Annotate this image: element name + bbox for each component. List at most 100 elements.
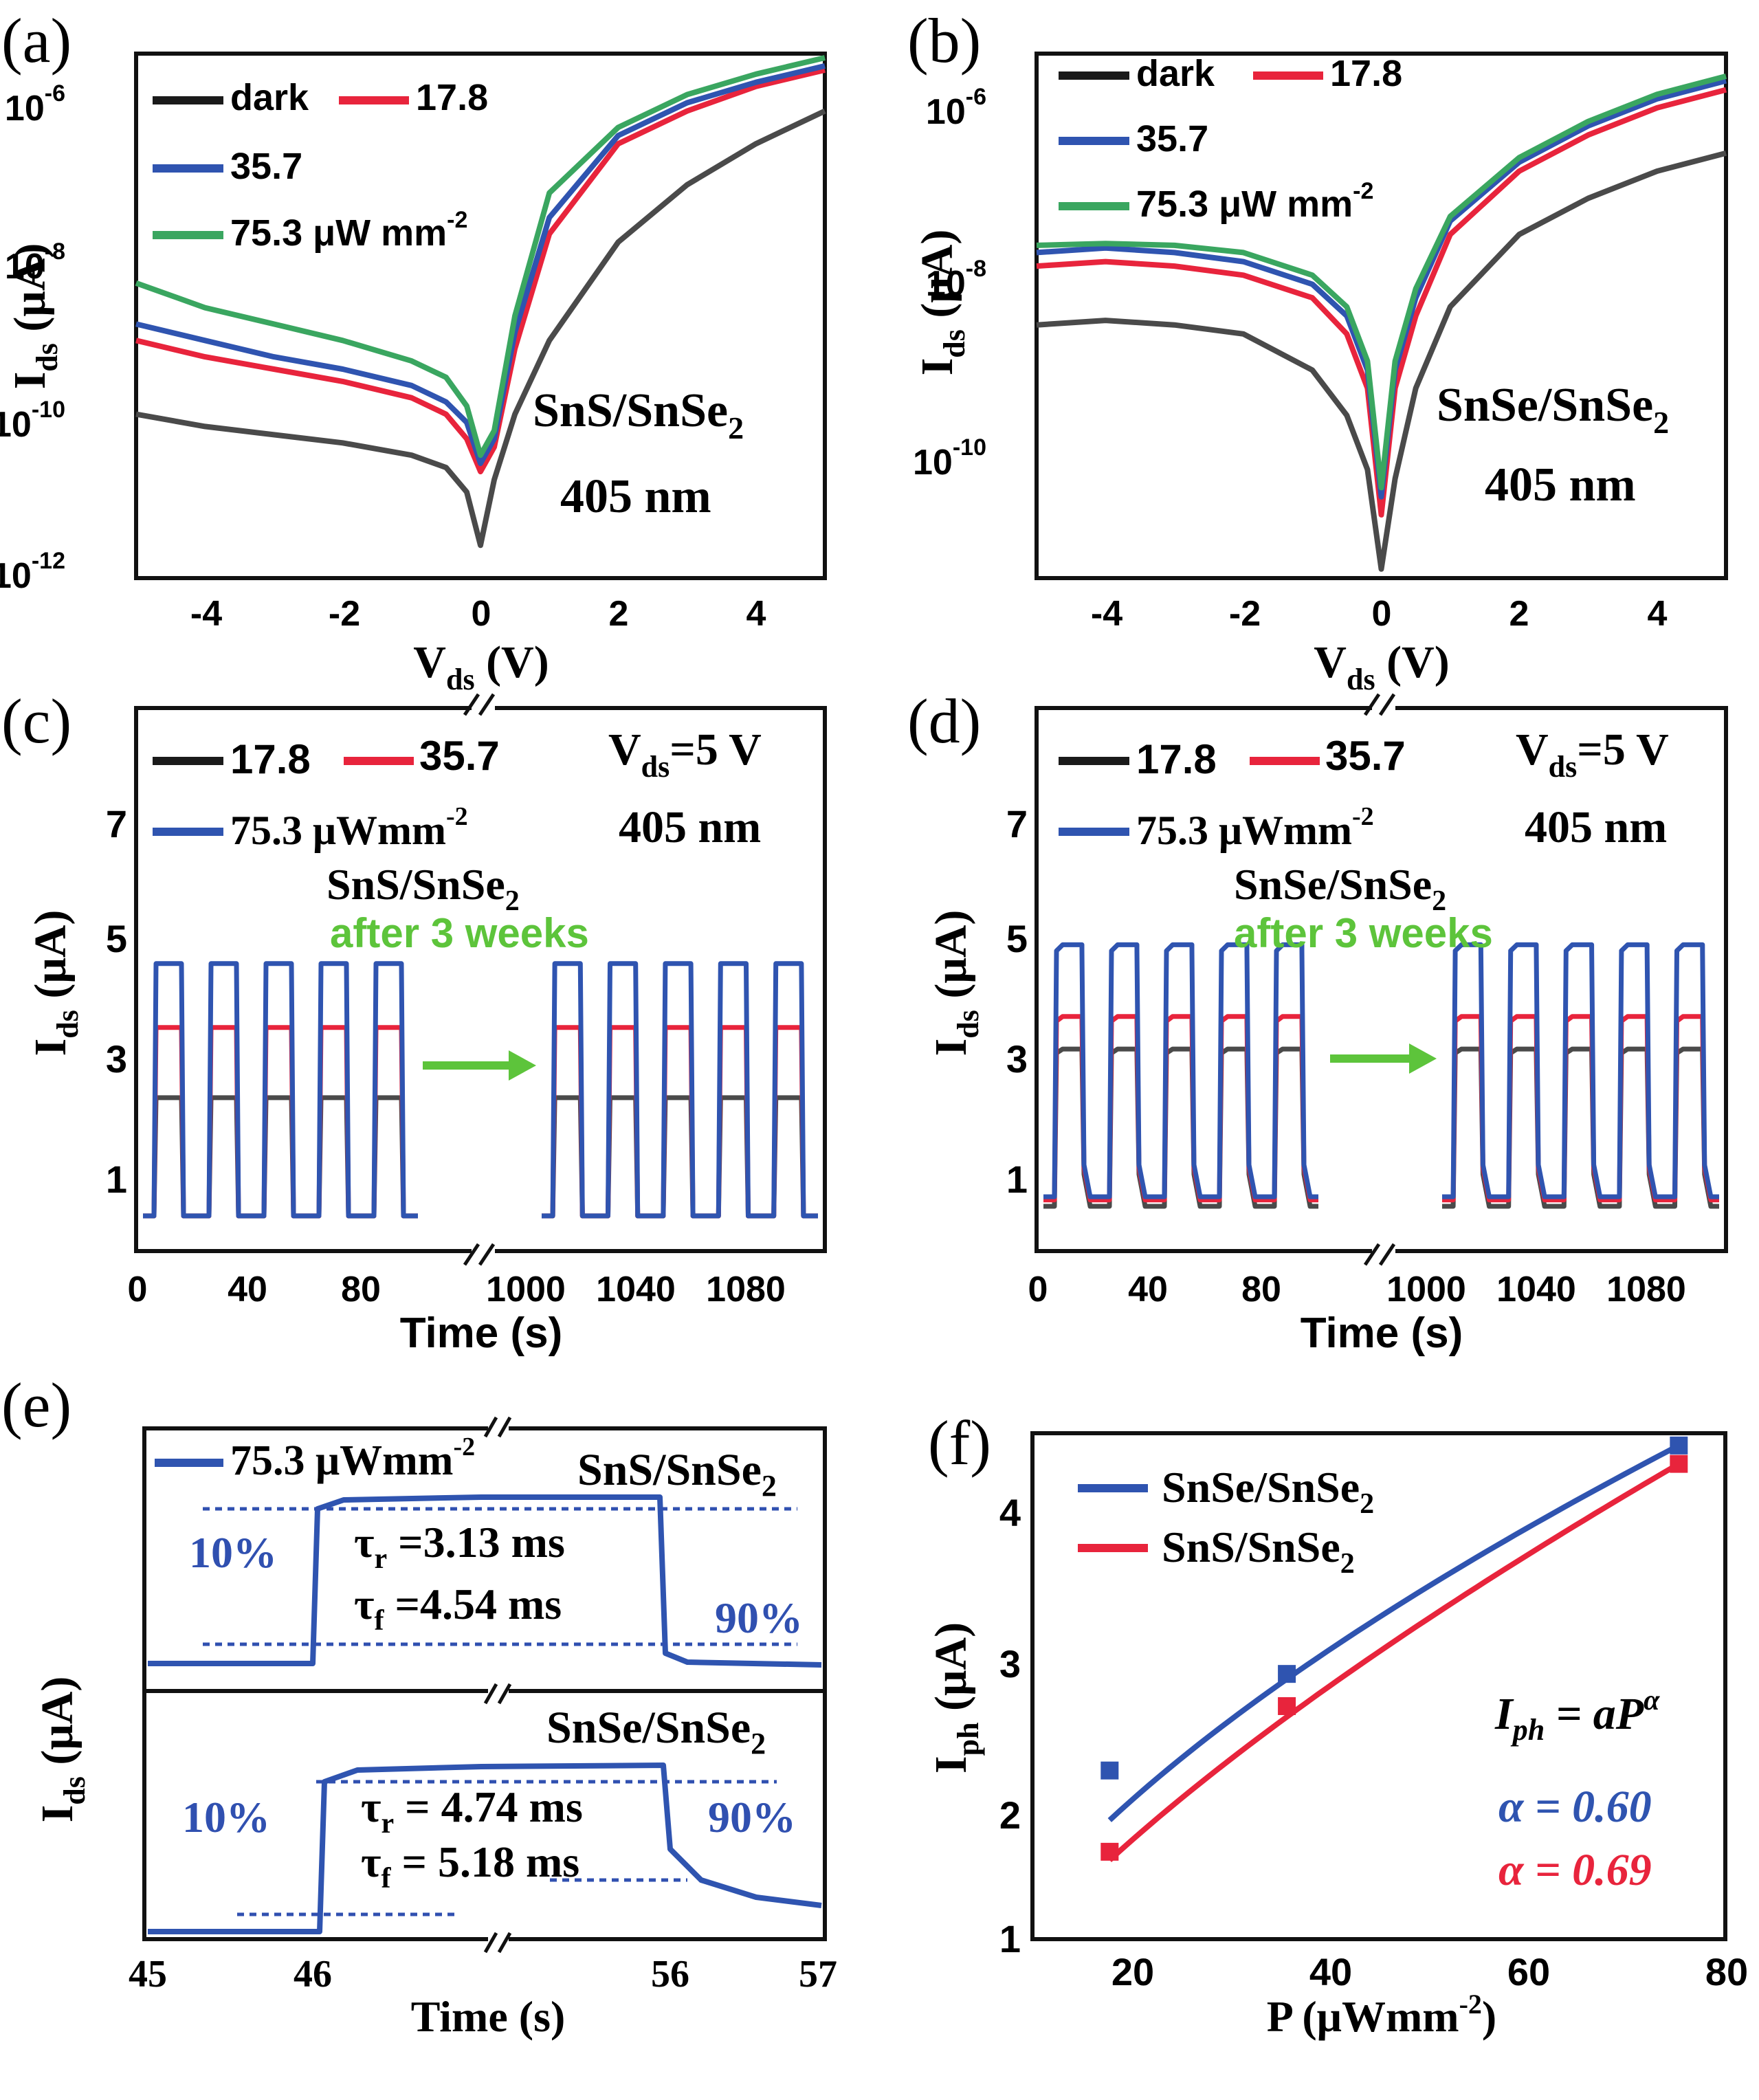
panel-b-series-1 (1036, 87, 1727, 518)
panel-d-break-mark (1363, 693, 1381, 716)
panel-b-ytick-3: 10 (913, 443, 953, 483)
panel-d-legend-35: 35.7 (1325, 733, 1406, 779)
panel-f-ylabel: Iph (μA) (926, 1622, 985, 1773)
panel-a-frame (134, 52, 827, 580)
panel-b-series-2 (1036, 78, 1727, 500)
panel-c: (c) 7 5 3 1 0 40 80 1000 1040 1080 Time … (1, 686, 827, 1357)
panel-f-point-1-1 (1278, 1696, 1296, 1715)
panel-d-arrowhead (1409, 1043, 1437, 1074)
panel-f-frame (1030, 1431, 1727, 1941)
panel-d-xtick-1: 0 (1028, 1270, 1048, 1309)
panel-d-xtick-4: 1000 (1386, 1270, 1466, 1309)
panel-e-guides (203, 1507, 797, 1916)
panel-c-vds: Vds=5 V (608, 725, 762, 784)
panel-f-alpha-red: α = 0.69 (1498, 1845, 1652, 1895)
panel-e-frame (142, 1426, 827, 1941)
panel-c-break-mark (478, 693, 496, 716)
panel-f-legend-red: SnS/SnSe2 (1162, 1523, 1355, 1580)
panel-a-series-2 (135, 63, 826, 467)
panel-a-series-3 (135, 55, 826, 458)
panel-d-xtick-2: 40 (1128, 1270, 1168, 1309)
panel-d-ytick-7: 7 (1006, 802, 1028, 845)
panel-e-break-mark (497, 1683, 512, 1705)
panel-e-top-tr: τr =3.13 ms (354, 1518, 565, 1575)
panel-d-curves (1043, 942, 1719, 1209)
panel-d-vds: Vds=5 V (1516, 725, 1669, 784)
panel-e-ylabel: Ids (μA) (32, 1677, 91, 1823)
svg-text:10-12: 10-12 (0, 548, 65, 596)
panel-b-wavelength: 405 nm (1485, 458, 1636, 511)
panel-d-note: after 3 weeks (1234, 910, 1493, 956)
panel-c-xtick-1: 0 (128, 1270, 148, 1309)
panel-f-ytick-3: 3 (999, 1642, 1021, 1685)
svg-text:10-6: 10-6 (926, 84, 986, 132)
panel-b-series-3 (1036, 74, 1727, 491)
panel-a-xtick-3: 0 (472, 594, 491, 634)
panel-e-bot-90pct: 90% (708, 1793, 796, 1842)
panel-a-xlabel: Vds (V) (413, 637, 549, 696)
panel-b-legend-17: 17.8 (1330, 53, 1402, 94)
panel-b-series-0 (1036, 150, 1727, 572)
panel-a-curves (135, 55, 826, 549)
panel-b-legend-75: 75.3 μW mm-2 (1136, 178, 1373, 225)
panel-d-xlabel: Time (s) (1301, 1309, 1463, 1357)
panel-c-xtick-2: 40 (228, 1270, 267, 1309)
panel-c-ytick-3: 3 (106, 1037, 127, 1081)
panel-d-xtick-6: 1080 (1606, 1270, 1686, 1309)
panel-d-break-mark (1363, 1243, 1381, 1266)
panel-b-ylabel: Ids (μA) (912, 230, 971, 376)
panel-c-xtick-4: 1000 (486, 1270, 566, 1309)
panel-d: (d) 7 5 3 1 0 40 80 1000 1040 1080 Time … (907, 686, 1728, 1357)
panel-e-trace-bottom (148, 1762, 822, 1934)
panel-a-legend-dark: dark (230, 77, 309, 118)
panel-c-arrowhead (509, 1050, 536, 1081)
panel-f-formula: Iph = aPα (1494, 1685, 1660, 1747)
panel-e-letter: (e) (1, 1370, 71, 1440)
panel-b-letter: (b) (907, 5, 981, 76)
panel-b-xtick-3: 0 (1372, 594, 1392, 634)
panel-d-device: SnSe/SnSe2 (1234, 860, 1446, 917)
panel-c-xlabel: Time (s) (400, 1309, 563, 1357)
panel-f-fit-0 (1107, 1446, 1675, 1822)
svg-text:10-10: 10-10 (913, 434, 986, 483)
panel-e-bot-10pct: 10% (182, 1793, 270, 1842)
panel-f-xtick-4: 80 (1705, 1950, 1748, 1993)
panel-a-device: SnS/SnSe2 (533, 384, 744, 445)
panel-a-ylabel: Ids (μA) (5, 243, 64, 390)
panel-a: (a) 10-6 10-8 10-10 10-12 -4 -2 0 2 4 Vd… (0, 5, 827, 696)
panel-a-legend-35: 35.7 (230, 146, 302, 187)
panel-f-ytick-4: 4 (999, 1491, 1021, 1534)
panel-a-series-1 (135, 67, 826, 474)
panel-a-letter: (a) (1, 5, 71, 76)
panel-c-axis-break (472, 694, 495, 1265)
panel-e-top-tf: τf =4.54 ms (354, 1580, 562, 1637)
panel-f-fit-1 (1107, 1464, 1676, 1862)
panel-e-break-mark (483, 1683, 498, 1705)
panel-b-ytick-1: 10 (926, 92, 966, 132)
panel-f-ytick-1: 1 (999, 1917, 1021, 1960)
panel-f-xtick-1: 20 (1111, 1950, 1154, 1993)
panel-c-ytick-5: 5 (106, 917, 127, 960)
panel-d-ylabel: Ids (μA) (926, 910, 985, 1057)
panel-e-xtick-4: 57 (799, 1953, 837, 1996)
panel-d-axis-break (1372, 694, 1395, 1265)
panel-e: (e) 75.3 μWmm-2 SnS/SnSe2 10% 90% τr =3.… (1, 1370, 837, 2041)
panel-e-bot-tr: τr = 4.74 ms (361, 1782, 583, 1839)
panel-b-frame (1035, 52, 1728, 580)
panel-b-device: SnSe/SnSe2 (1437, 379, 1669, 440)
panel-e-xtick-2: 46 (294, 1953, 332, 1996)
panel-c-xtick-5: 1040 (596, 1270, 676, 1309)
panel-a-ytick-4: 10 (0, 556, 32, 596)
panel-a-wavelength: 405 nm (560, 470, 711, 523)
panel-f-xlabel: P (μWmm-2) (1267, 1989, 1496, 2041)
panel-e-curves (148, 1494, 822, 1934)
svg-text:10-6: 10-6 (5, 80, 65, 129)
panel-b-xtick-2: -2 (1229, 594, 1261, 634)
panel-a-series-0 (135, 108, 826, 549)
svg-text:10-10: 10-10 (0, 397, 65, 445)
panel-b-legend-dark: dark (1136, 53, 1215, 94)
panel-a-xtick-2: -2 (329, 594, 360, 634)
panel-d-break-mark (1378, 1243, 1396, 1266)
panel-c-note: after 3 weeks (330, 910, 589, 956)
